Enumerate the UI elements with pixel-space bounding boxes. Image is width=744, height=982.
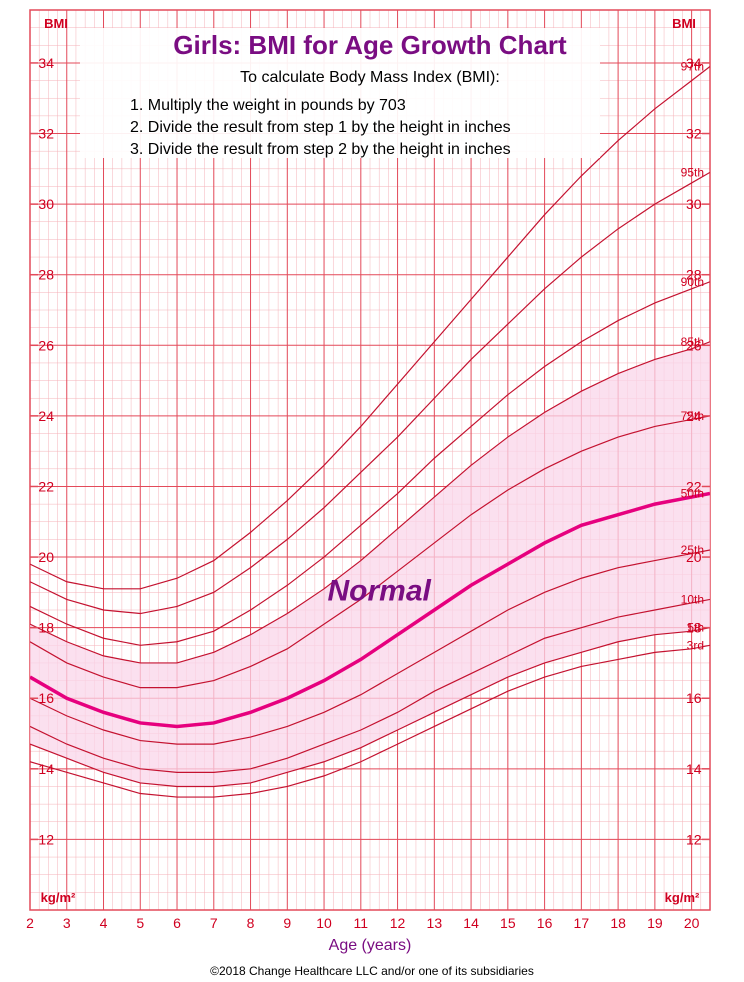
y-tick-label-right: 22 bbox=[686, 478, 702, 494]
x-tick-label: 10 bbox=[316, 915, 332, 931]
y-tick-label-right: 16 bbox=[686, 690, 702, 706]
x-tick-label: 16 bbox=[537, 915, 553, 931]
y-tick-label-right: 34 bbox=[686, 55, 702, 71]
x-tick-label: 2 bbox=[26, 915, 34, 931]
x-tick-label: 19 bbox=[647, 915, 663, 931]
y-tick-label-right: 30 bbox=[686, 196, 702, 212]
chart-subtitle: To calculate Body Mass Index (BMI): bbox=[240, 69, 500, 86]
x-tick-label: 15 bbox=[500, 915, 516, 931]
x-tick-label: 4 bbox=[100, 915, 108, 931]
x-tick-label: 20 bbox=[684, 915, 700, 931]
x-tick-label: 13 bbox=[427, 915, 443, 931]
y-tick-label-left: 22 bbox=[38, 478, 54, 494]
y-tick-label-right: 24 bbox=[686, 408, 702, 424]
y-top-label-right: BMI bbox=[672, 16, 696, 31]
instruction-step: 2. Divide the result from step 1 by the … bbox=[130, 119, 511, 136]
y-unit-label-left: kg/m² bbox=[41, 890, 76, 905]
x-tick-label: 18 bbox=[610, 915, 626, 931]
y-tick-label-right: 14 bbox=[686, 761, 702, 777]
x-tick-label: 14 bbox=[463, 915, 479, 931]
y-tick-label-right: 26 bbox=[686, 337, 702, 353]
y-tick-label-left: 32 bbox=[38, 126, 54, 142]
y-tick-label-left: 26 bbox=[38, 337, 54, 353]
y-tick-label-right: 20 bbox=[686, 549, 702, 565]
y-tick-label-left: 16 bbox=[38, 690, 54, 706]
percentile-label-95th: 95th bbox=[681, 165, 704, 179]
y-tick-label-left: 14 bbox=[38, 761, 54, 777]
y-tick-label-left: 28 bbox=[38, 267, 54, 283]
x-tick-label: 9 bbox=[283, 915, 291, 931]
percentile-label-3rd: 3rd bbox=[687, 638, 704, 652]
y-tick-label-left: 18 bbox=[38, 620, 54, 636]
y-tick-label-right: 18 bbox=[686, 620, 702, 636]
x-tick-label: 5 bbox=[136, 915, 144, 931]
y-tick-label-left: 24 bbox=[38, 408, 54, 424]
x-tick-label: 3 bbox=[63, 915, 71, 931]
copyright-text: ©2018 Change Healthcare LLC and/or one o… bbox=[210, 964, 534, 978]
chart-title: Girls: BMI for Age Growth Chart bbox=[173, 30, 567, 60]
y-tick-label-left: 34 bbox=[38, 55, 54, 71]
x-tick-label: 6 bbox=[173, 915, 181, 931]
y-tick-label-left: 30 bbox=[38, 196, 54, 212]
x-tick-label: 8 bbox=[247, 915, 255, 931]
normal-label: Normal bbox=[328, 574, 432, 607]
y-tick-label-right: 12 bbox=[686, 831, 702, 847]
y-tick-label-left: 20 bbox=[38, 549, 54, 565]
y-tick-label-right: 32 bbox=[686, 126, 702, 142]
x-tick-label: 11 bbox=[354, 915, 369, 931]
bmi-growth-chart: 3rd5th10th25th50th75th85th90th95th97th23… bbox=[0, 0, 744, 982]
x-tick-label: 17 bbox=[574, 915, 590, 931]
percentile-label-10th: 10th bbox=[681, 592, 704, 606]
y-tick-label-left: 12 bbox=[38, 831, 54, 847]
y-tick-label-right: 28 bbox=[686, 267, 702, 283]
instruction-step: 1. Multiply the weight in pounds by 703 bbox=[130, 97, 406, 114]
y-unit-label-right: kg/m² bbox=[665, 890, 700, 905]
x-tick-label: 7 bbox=[210, 915, 218, 931]
x-tick-label: 12 bbox=[390, 915, 406, 931]
x-axis-label: Age (years) bbox=[329, 937, 412, 954]
instruction-step: 3. Divide the result from step 2 by the … bbox=[130, 141, 511, 158]
y-top-label-left: BMI bbox=[44, 16, 68, 31]
